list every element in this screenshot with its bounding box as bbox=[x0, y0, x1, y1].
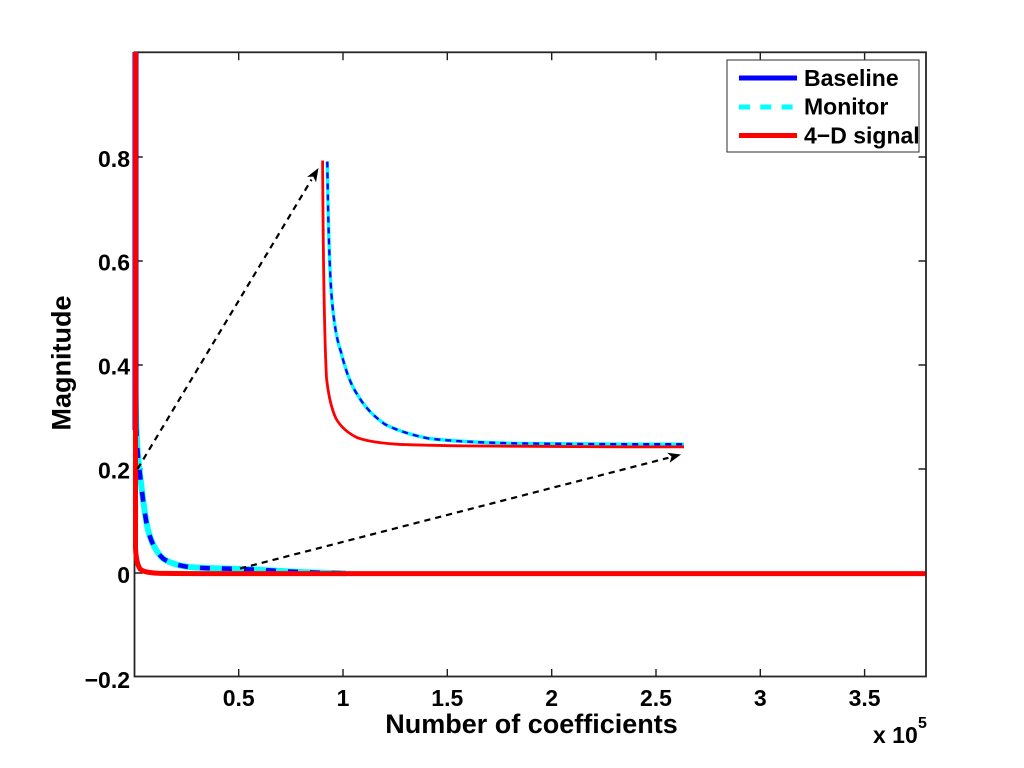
svg-text:Monitor: Monitor bbox=[804, 94, 888, 120]
svg-text:0.5: 0.5 bbox=[223, 685, 255, 711]
svg-text:0.8: 0.8 bbox=[98, 146, 130, 172]
svg-text:3: 3 bbox=[754, 685, 767, 711]
svg-text:0: 0 bbox=[117, 562, 130, 588]
svg-text:1.5: 1.5 bbox=[431, 685, 463, 711]
svg-text:4−D signal: 4−D signal bbox=[804, 123, 920, 149]
svg-text:Number of coefficients: Number of coefficients bbox=[385, 709, 678, 739]
svg-text:−0.2: −0.2 bbox=[85, 667, 130, 693]
svg-text:0.6: 0.6 bbox=[98, 250, 130, 276]
svg-text:2: 2 bbox=[545, 685, 558, 711]
svg-text:0.2: 0.2 bbox=[98, 458, 130, 484]
svg-text:Magnitude: Magnitude bbox=[47, 296, 77, 431]
svg-text:0.4: 0.4 bbox=[98, 354, 130, 380]
svg-text:Baseline: Baseline bbox=[804, 65, 899, 91]
svg-text:3.5: 3.5 bbox=[849, 685, 881, 711]
svg-text:1: 1 bbox=[337, 685, 350, 711]
svg-text:2.5: 2.5 bbox=[640, 685, 672, 711]
svg-text:5: 5 bbox=[918, 715, 927, 732]
svg-text:x 10: x 10 bbox=[873, 722, 918, 748]
